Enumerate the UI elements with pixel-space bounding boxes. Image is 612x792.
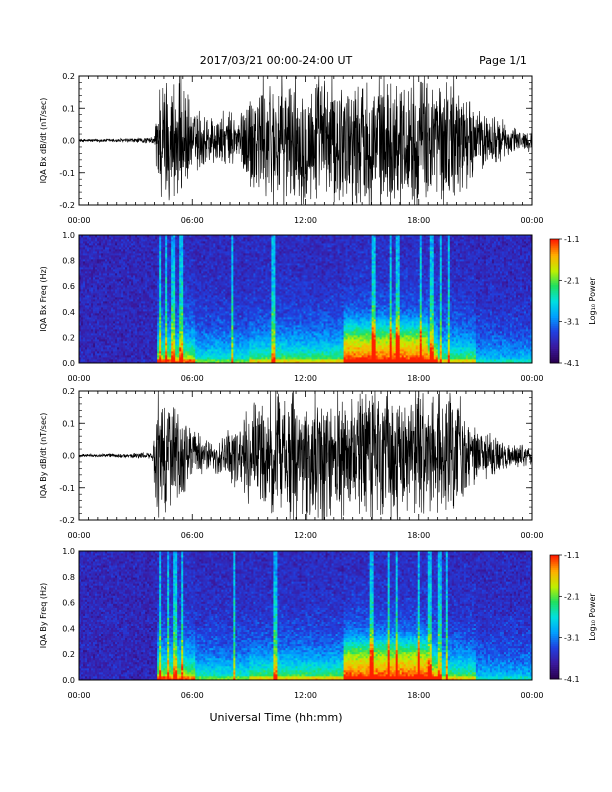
panel-2: 00:00 06:00 12:00 18:00 00:00 1.0 0.8 0.6 0.4 0.2… (39, 231, 597, 383)
y-tick-label: 0.2 (62, 72, 75, 81)
panel-1: 00:00 06:00 12:00 18:00 00:00 0.2 0.1 0.0 -0.1 -0… (39, 68, 544, 225)
x-tick-label: 12:00 (294, 374, 317, 383)
x-tick-label: 06:00 (181, 374, 204, 383)
y-tick-label: 0.6 (62, 282, 75, 291)
y-axis-label: IQA Bx dB/dt (nT/sec) (39, 98, 48, 184)
panels: 00:00 06:00 12:00 18:00 00:00 0.2 0.1 0.0 -0.1 -0… (39, 68, 597, 700)
x-tick-label: 18:00 (407, 216, 430, 225)
page-title: 2017/03/21 00:00-24:00 UT (200, 54, 353, 67)
y-tick-label: 0.8 (62, 257, 75, 266)
x-tick-label: 00:00 (520, 216, 543, 225)
y-tick-label: 0.4 (62, 308, 75, 317)
x-tick-label: 00:00 (67, 216, 90, 225)
series-line (79, 68, 532, 212)
page-number: Page 1/1 (479, 54, 527, 67)
x-tick-label: 12:00 (294, 216, 317, 225)
y-axis-label: IQA Bx Freq (Hz) (39, 266, 48, 332)
y-tick-label: 0.2 (62, 333, 75, 342)
y-tick-label: -0.1 (59, 169, 75, 178)
y-tick-label: 0.0 (62, 359, 75, 368)
x-tick-label: 00:00 (520, 374, 543, 383)
x-tick-label: 06:00 (181, 216, 204, 225)
y-tick-label: 1.0 (62, 231, 75, 240)
x-axis-label: Universal Time (hh:mm) (210, 711, 343, 724)
heatmap (79, 235, 532, 363)
y-tick-label: -0.2 (59, 201, 75, 210)
y-tick-label: 0.0 (62, 137, 75, 146)
x-tick-label: 18:00 (407, 374, 430, 383)
y-tick-label: 0.1 (62, 104, 75, 113)
x-tick-label: 00:00 (67, 374, 90, 383)
